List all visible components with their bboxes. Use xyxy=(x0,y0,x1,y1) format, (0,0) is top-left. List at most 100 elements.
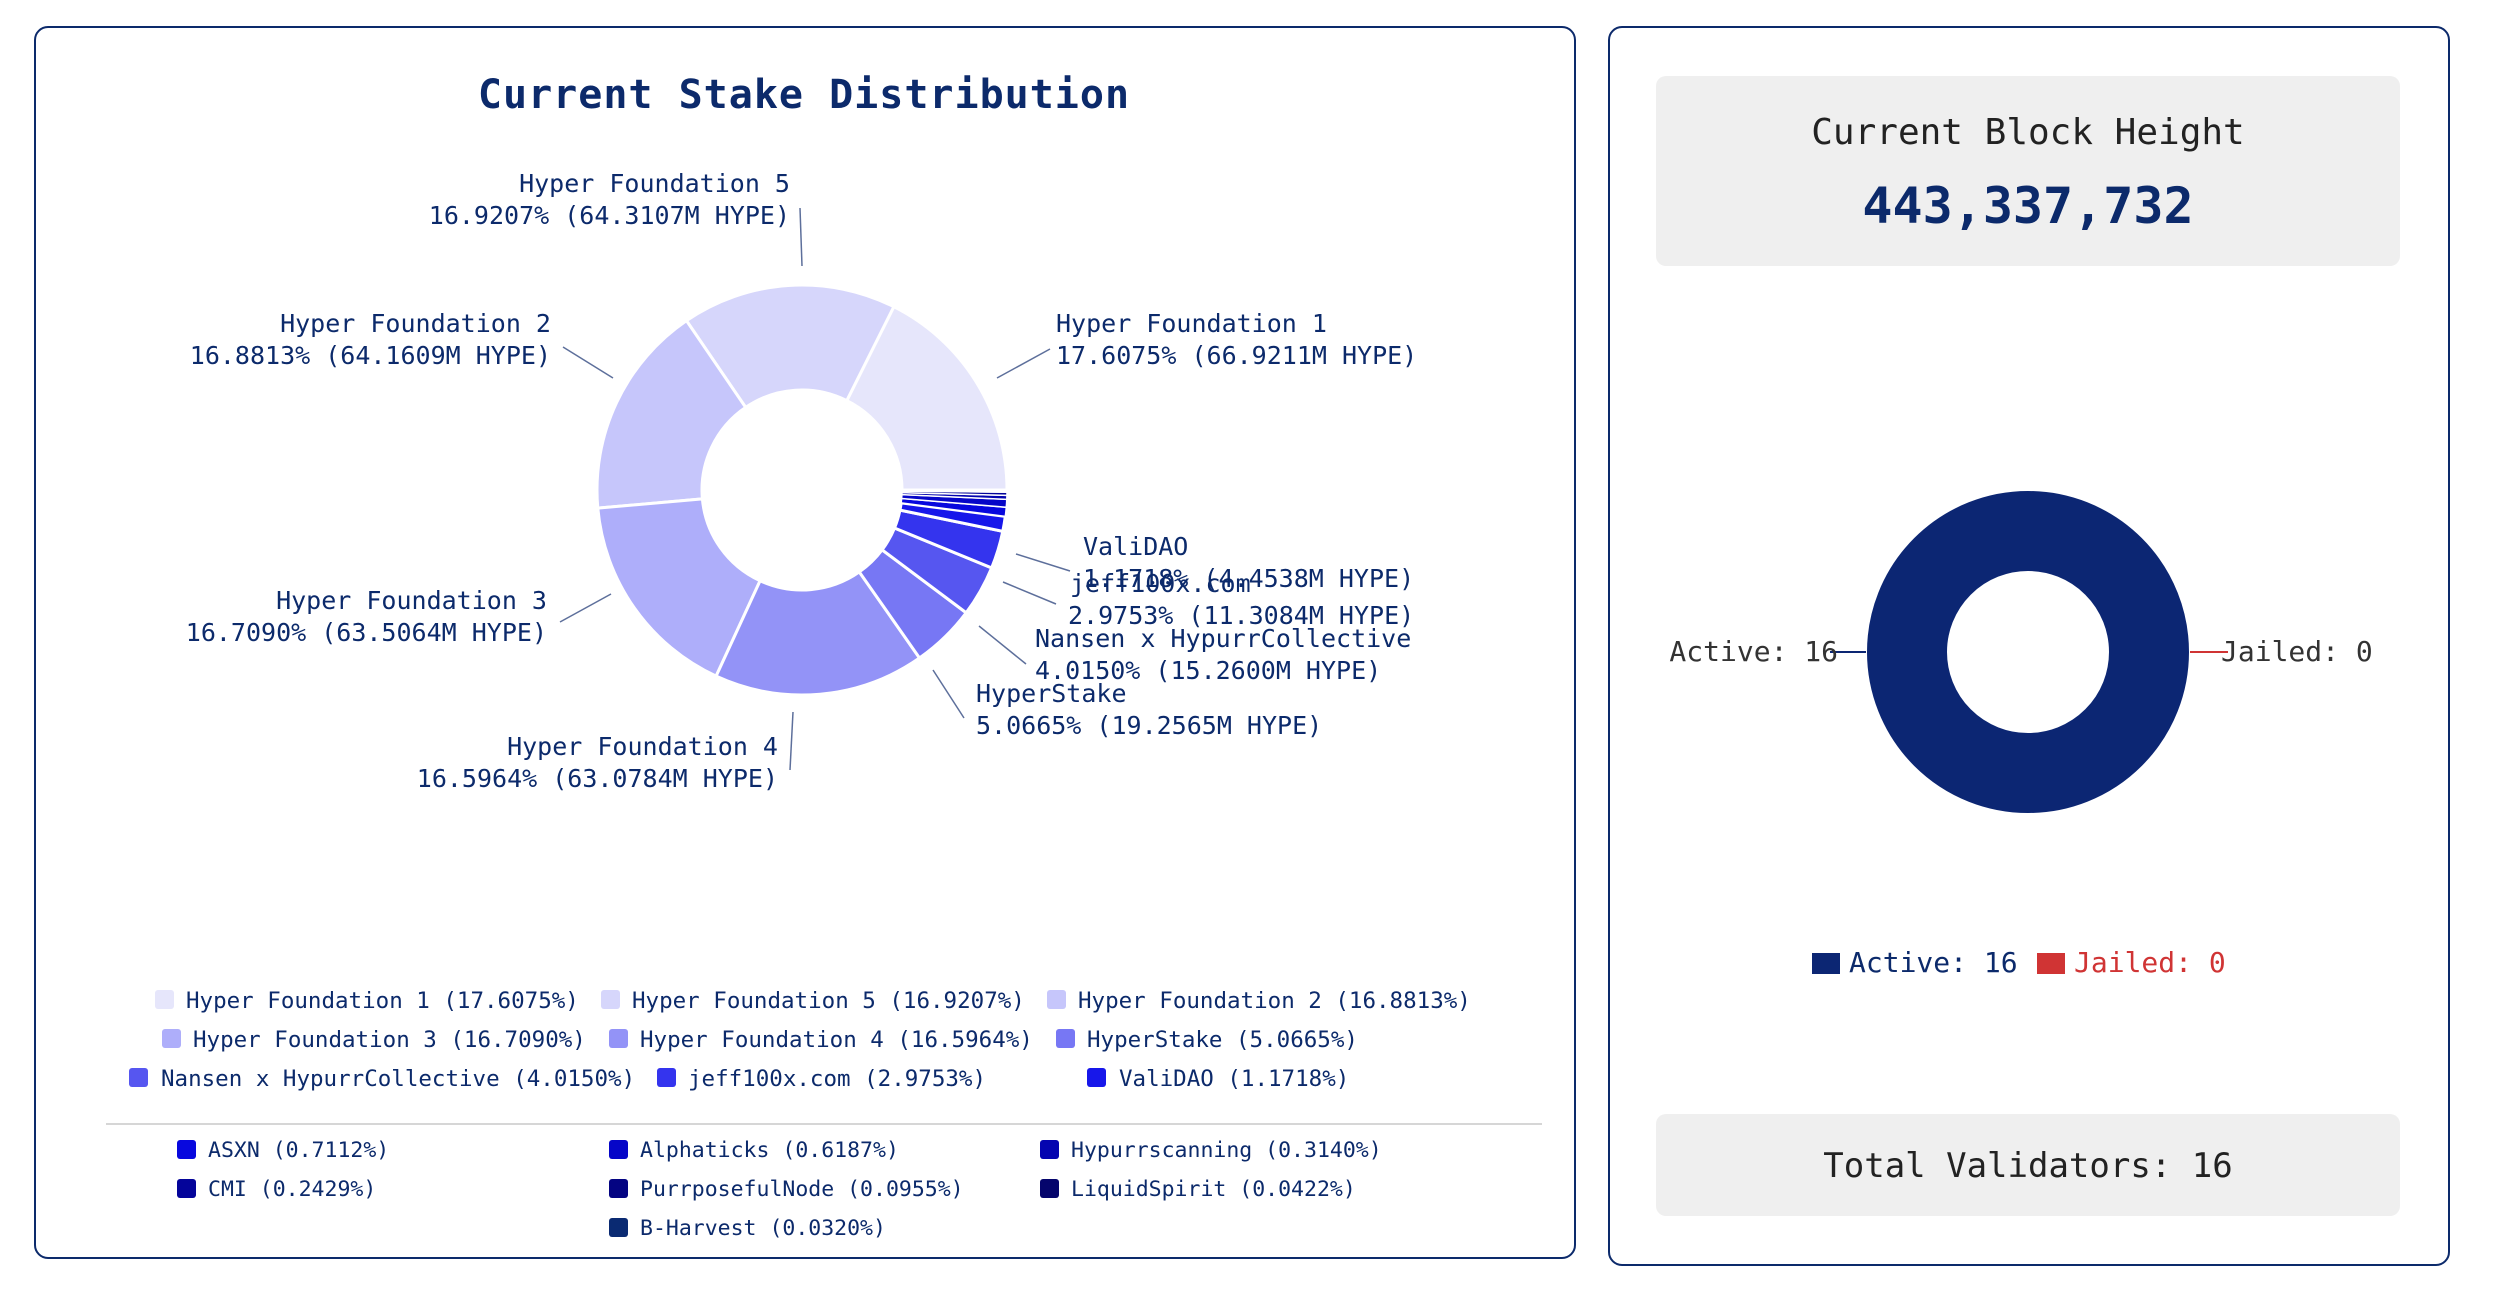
block-height-label: Current Block Height xyxy=(1811,112,2244,153)
jailed-slice-label: Jailed: 0 xyxy=(2221,635,2373,668)
label-jeff100x-value: 2.9753% (11.3084M HYPE) xyxy=(1068,601,1414,630)
legend-swatch xyxy=(1087,1068,1106,1087)
label-hf1-name: Hyper Foundation 1 xyxy=(1056,309,1327,338)
leader-line-hf1 xyxy=(996,348,1051,379)
leader-line-jeff100x xyxy=(1002,581,1057,605)
legend-item[interactable]: HyperStake (5.0665%) xyxy=(1056,1027,1358,1053)
legend-swatch xyxy=(177,1179,196,1198)
leader-line-nansen xyxy=(978,625,1027,665)
legend-label-active: Active: 16 xyxy=(1849,946,2018,979)
legend-label: B-Harvest (0.0320%) xyxy=(640,1216,886,1241)
slice-hyper-foundation-4[interactable] xyxy=(714,569,922,697)
legend-primary: Hyper Foundation 1 (17.6075%) Hyper Foun… xyxy=(129,988,1471,1092)
legend-item[interactable]: ASXN (0.7112%) xyxy=(177,1138,389,1163)
legend-swatch xyxy=(609,1218,628,1237)
legend-swatch xyxy=(609,1179,628,1198)
label-hf2-value: 16.8813% (64.1609M HYPE) xyxy=(190,341,551,370)
label-validao-value: 1.1718% (4.4538M HYPE) xyxy=(1083,564,1414,593)
legend-item[interactable]: Alphaticks (0.6187%) xyxy=(609,1138,899,1163)
legend-swatch xyxy=(609,1140,628,1159)
legend-label: Hypurrscanning (0.3140%) xyxy=(1071,1138,1382,1163)
slice-labels: Hyper Foundation 5 16.9207% (64.3107M HY… xyxy=(186,169,1417,793)
legend-item[interactable]: Nansen x HypurrCollective (4.0150%) xyxy=(129,1066,635,1092)
legend-item[interactable]: LiquidSpirit (0.0422%) xyxy=(1040,1177,1356,1202)
label-hyperstake-value: 5.0665% (19.2565M HYPE) xyxy=(976,711,1322,740)
total-validators-card xyxy=(1656,1114,2400,1216)
label-nansen-name: Nansen x HypurrCollective xyxy=(1035,624,1411,653)
label-hf2-name: Hyper Foundation 2 xyxy=(280,309,551,338)
label-jeff100x-name: jeff100x.com xyxy=(1070,569,1251,598)
label-hf1-value: 17.6075% (66.9211M HYPE) xyxy=(1056,341,1417,370)
legend-label: Nansen x HypurrCollective (4.0150%) xyxy=(161,1066,635,1092)
leader-line-validao xyxy=(1015,553,1071,572)
legend-label: jeff100x.com (2.9753%) xyxy=(688,1066,986,1092)
legend-label: Alphaticks (0.6187%) xyxy=(640,1138,899,1163)
label-hf3-value: 16.7090% (63.5064M HYPE) xyxy=(186,618,547,647)
leader-line-hf3 xyxy=(559,593,612,623)
active-slice xyxy=(1867,491,2189,813)
legend-label: HyperStake (5.0665%) xyxy=(1087,1027,1358,1053)
active-slice-label: Active: 16 xyxy=(1669,635,1838,668)
legend-item[interactable]: Hyper Foundation 1 (17.6075%) xyxy=(155,988,579,1014)
validator-legend: Active: 16 Jailed: 0 xyxy=(1812,946,2226,979)
label-hf5-name: Hyper Foundation 5 xyxy=(519,169,790,198)
label-hf5-value: 16.9207% (64.3107M HYPE) xyxy=(429,201,790,230)
leader-line-hyperstake xyxy=(932,669,965,719)
legend-item[interactable]: Hyper Foundation 2 (16.8813%) xyxy=(1047,988,1471,1014)
legend-secondary: ASXN (0.7112%) Alphaticks (0.6187%) Hypu… xyxy=(177,1138,1382,1241)
legend-label: PurrposefulNode (0.0955%) xyxy=(640,1177,964,1202)
block-height-value: 443,337,732 xyxy=(1862,177,2193,235)
slice-hyper-foundation-5[interactable] xyxy=(684,283,896,410)
legend-swatch xyxy=(1040,1140,1059,1159)
legend-swatch xyxy=(601,990,620,1009)
legend-swatch-jailed xyxy=(2037,953,2065,974)
slice-hyper-foundation-3[interactable] xyxy=(596,497,763,679)
label-validao-name: ValiDAO xyxy=(1083,532,1188,561)
legend-item-active[interactable]: Active: 16 xyxy=(1812,946,2018,979)
legend-swatch xyxy=(609,1029,628,1048)
legend-label: Hyper Foundation 3 (16.7090%) xyxy=(193,1027,586,1053)
leader-line-hf5 xyxy=(799,207,803,267)
legend-label: Hyper Foundation 2 (16.8813%) xyxy=(1078,988,1471,1014)
legend-item[interactable]: Hyper Foundation 4 (16.5964%) xyxy=(609,1027,1033,1053)
legend-label: LiquidSpirit (0.0422%) xyxy=(1071,1177,1356,1202)
legend-item-jailed[interactable]: Jailed: 0 xyxy=(2037,946,2226,979)
legend-swatch-active xyxy=(1812,953,1840,974)
legend-label: ValiDAO (1.1718%) xyxy=(1119,1066,1349,1092)
legend-swatch xyxy=(1040,1179,1059,1198)
legend-label: ASXN (0.7112%) xyxy=(208,1138,389,1163)
label-hf4-name: Hyper Foundation 4 xyxy=(507,732,778,761)
stake-donut xyxy=(595,283,1009,697)
legend-item[interactable]: Hyper Foundation 3 (16.7090%) xyxy=(162,1027,586,1053)
total-validators-label: Total Validators: 16 xyxy=(1823,1146,2232,1186)
legend-label: Hyper Foundation 4 (16.5964%) xyxy=(640,1027,1033,1053)
legend-item[interactable]: Hyper Foundation 5 (16.9207%) xyxy=(601,988,1025,1014)
label-hf3-name: Hyper Foundation 3 xyxy=(276,586,547,615)
legend-item[interactable]: jeff100x.com (2.9753%) xyxy=(657,1066,986,1092)
legend-swatch xyxy=(1047,990,1066,1009)
legend-label: CMI (0.2429%) xyxy=(208,1177,376,1202)
label-nansen-value: 4.0150% (15.2600M HYPE) xyxy=(1035,656,1381,685)
validator-donut xyxy=(1867,491,2189,813)
legend-swatch xyxy=(657,1068,676,1087)
leader-line-hf4 xyxy=(789,711,794,771)
slice-hyper-foundation-2[interactable] xyxy=(595,318,748,510)
legend-label-jailed: Jailed: 0 xyxy=(2074,946,2226,979)
legend-swatch xyxy=(177,1140,196,1159)
legend-swatch xyxy=(1056,1029,1075,1048)
label-hyperstake-name: HyperStake xyxy=(976,679,1127,708)
legend-item[interactable]: Hypurrscanning (0.3140%) xyxy=(1040,1138,1382,1163)
leader-line-hf2 xyxy=(562,346,614,379)
legend-item[interactable]: ValiDAO (1.1718%) xyxy=(1087,1066,1349,1092)
legend-label: Hyper Foundation 1 (17.6075%) xyxy=(186,988,579,1014)
block-height-card xyxy=(1656,76,2400,266)
legend-swatch xyxy=(129,1068,148,1087)
legend-item[interactable]: B-Harvest (0.0320%) xyxy=(609,1216,886,1241)
legend-swatch xyxy=(162,1029,181,1048)
legend-label: Hyper Foundation 5 (16.9207%) xyxy=(632,988,1025,1014)
slice-hyper-foundation-1[interactable] xyxy=(844,304,1009,492)
legend-item[interactable]: CMI (0.2429%) xyxy=(177,1177,376,1202)
legend-swatch xyxy=(155,990,174,1009)
legend-item[interactable]: PurrposefulNode (0.0955%) xyxy=(609,1177,964,1202)
